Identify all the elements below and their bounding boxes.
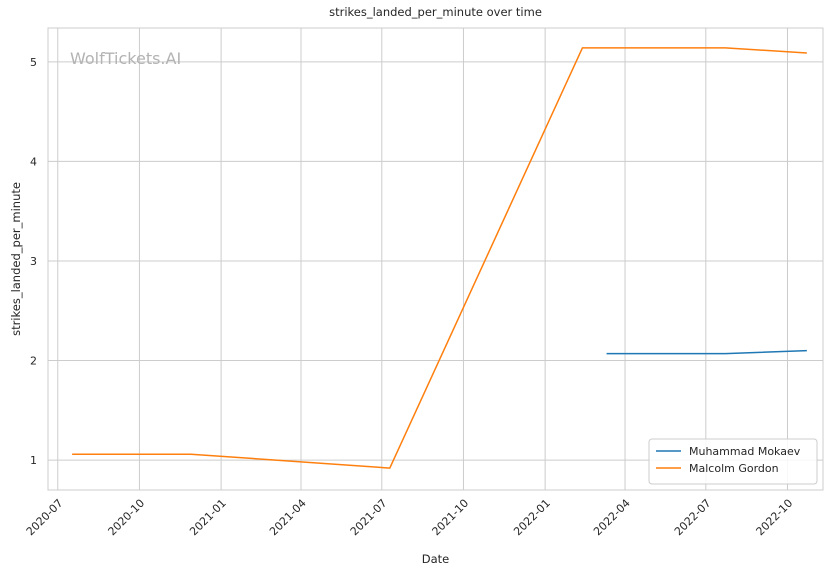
y-tick-label: 1 (30, 454, 37, 467)
watermark-text: WolfTickets.AI (70, 49, 181, 68)
x-gridlines (57, 28, 788, 490)
legend-label-0: Muhammad Mokaev (689, 445, 801, 458)
legend-label-1: Malcolm Gordon (689, 462, 779, 475)
y-axis-label: strikes_landed_per_minute (9, 182, 23, 336)
series-lines (72, 47, 807, 469)
chart-legend: Muhammad Mokaev Malcolm Gordon (648, 438, 818, 485)
series-line-1 (72, 47, 807, 469)
y-gridlines (48, 61, 823, 461)
y-tick-label: 3 (30, 255, 37, 268)
y-tick-label: 5 (30, 56, 37, 69)
series-line-0 (606, 349, 807, 355)
x-axis-label: Date (422, 552, 450, 566)
chart-title: strikes_landed_per_minute over time (329, 5, 542, 19)
legend-box (648, 438, 818, 485)
y-tick-label: 4 (30, 155, 37, 168)
y-tick-labels: 1 2 3 4 5 (30, 56, 37, 467)
plot-area-frame (47, 27, 824, 491)
y-tick-label: 2 (30, 355, 37, 368)
